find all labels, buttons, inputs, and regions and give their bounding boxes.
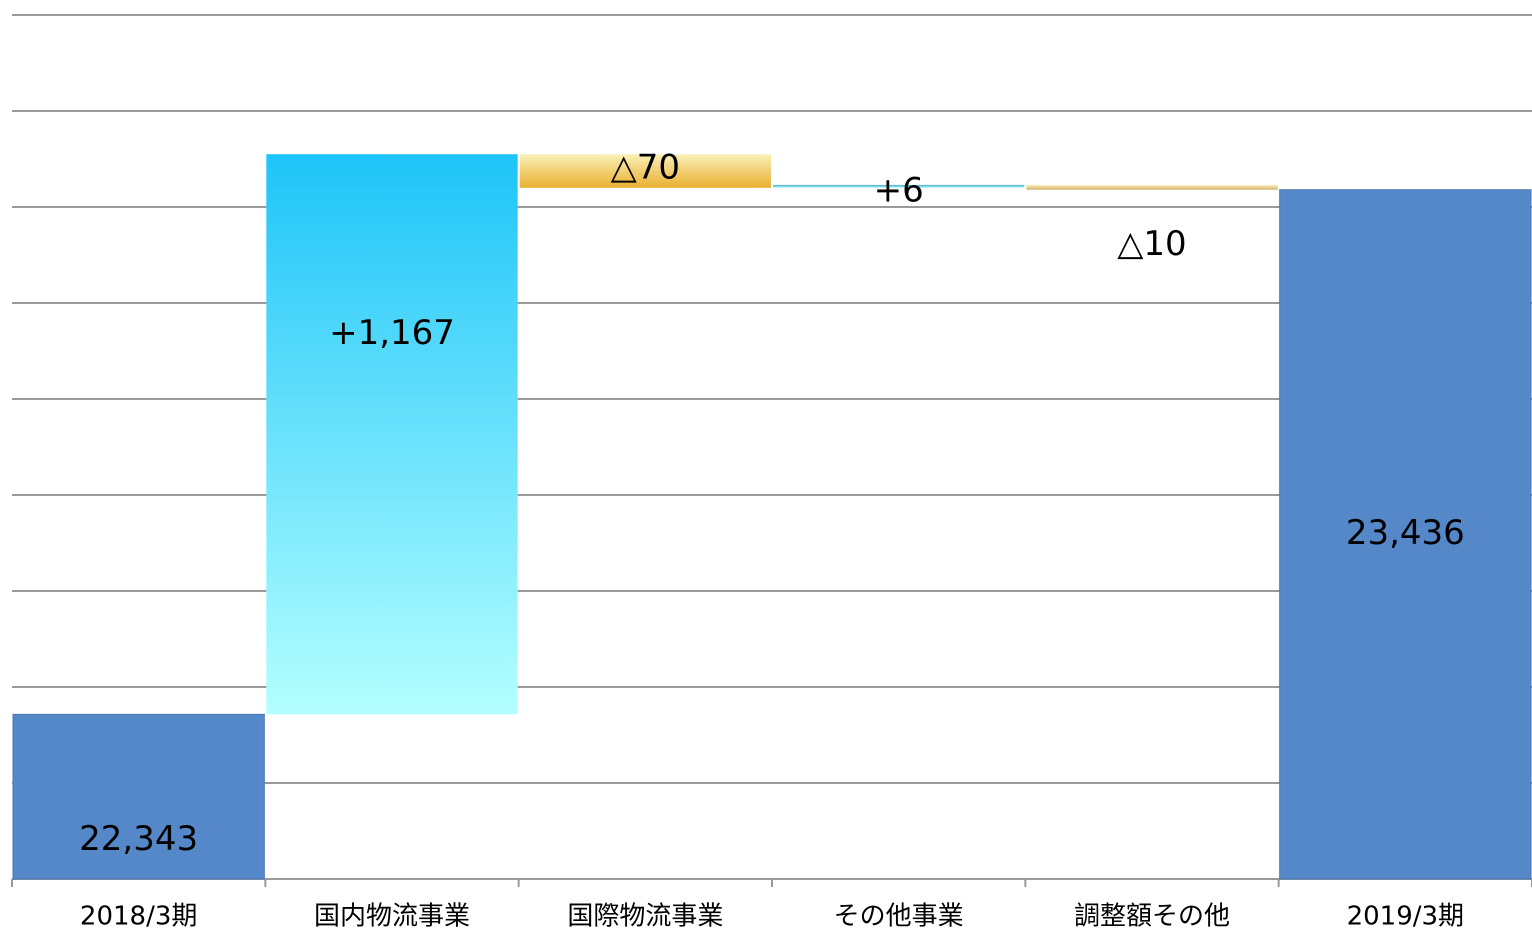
bar <box>266 154 518 715</box>
bar <box>12 713 265 880</box>
bar <box>519 154 771 188</box>
x-tick-label: 国際物流事業 <box>567 902 723 932</box>
data-label: 22,343 <box>79 819 198 859</box>
bar <box>1279 189 1532 880</box>
bar <box>1026 184 1278 190</box>
x-tick-label: 国内物流事業 <box>314 902 470 932</box>
x-tick-label: その他事業 <box>834 902 964 932</box>
data-label: +6 <box>874 170 924 210</box>
bar <box>773 184 1025 188</box>
data-label: +1,167 <box>329 313 455 353</box>
data-label: △70 <box>611 148 680 188</box>
x-tick-label: 2018/3期 <box>80 902 197 932</box>
data-label: 23,436 <box>1346 513 1465 553</box>
x-tick-label: 調整額その他 <box>1074 902 1230 932</box>
x-tick-label: 2019/3期 <box>1347 902 1464 932</box>
data-label: △10 <box>1117 224 1186 264</box>
